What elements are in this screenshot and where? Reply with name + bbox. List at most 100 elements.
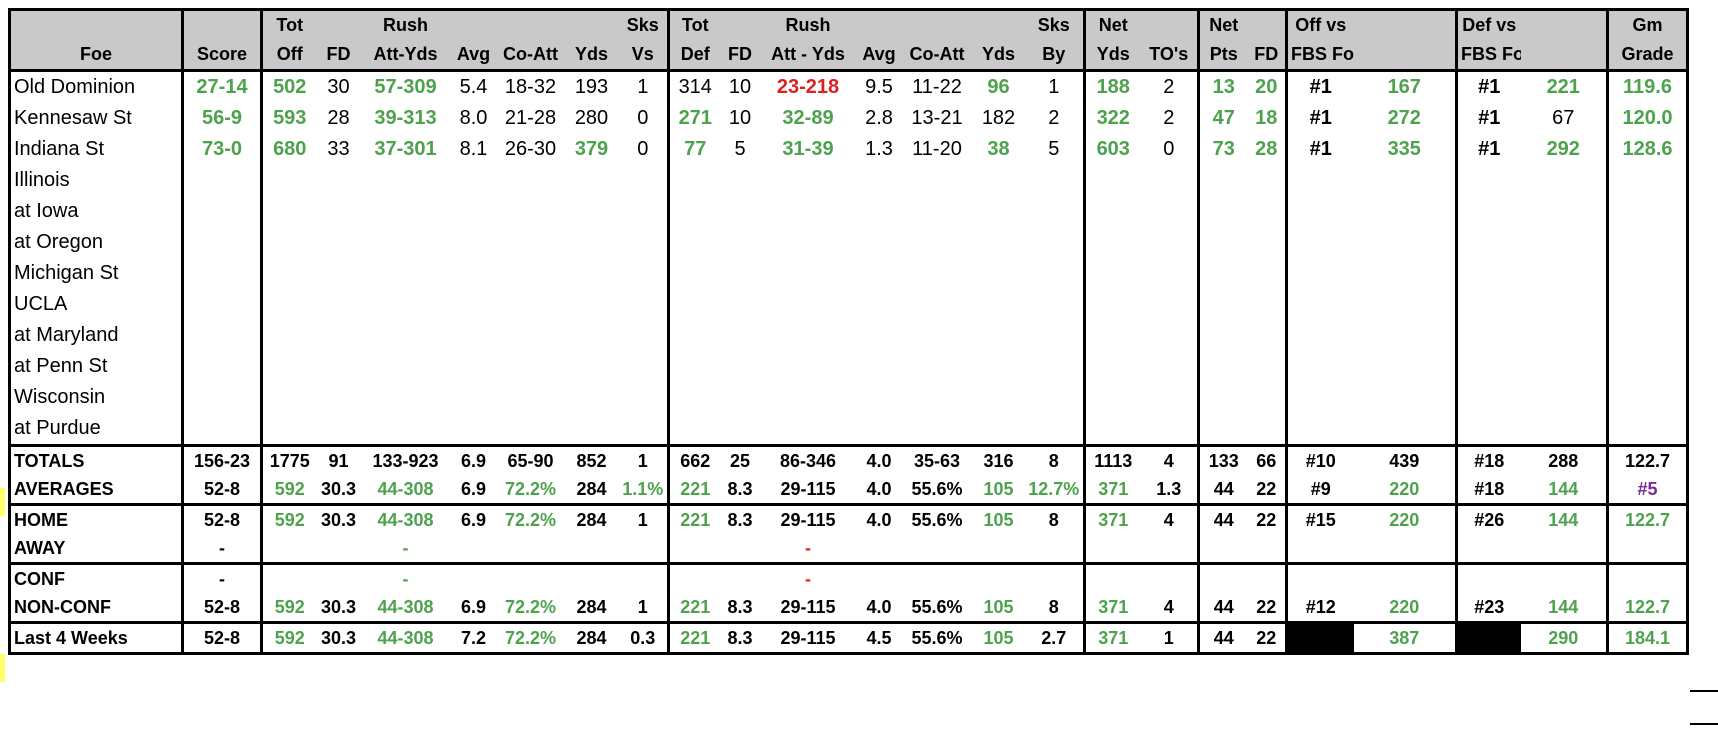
stat-cell: 1.3 [865,138,893,160]
summary-cell: 22 [1247,503,1288,534]
stat-cell [361,413,451,446]
stat-cell [317,165,361,196]
stat-cell [1607,196,1689,227]
header-row-1: Tot Rush Sks Tot Rush Sks Net Net Off vs Def vs Gm [9,8,1689,40]
stat-cell [857,351,902,382]
stat-cell: 21-28 [504,107,557,129]
table-row: at Oregon [9,227,1689,258]
summary-cell: 91 [316,444,361,475]
summary-cell [1140,562,1200,593]
header-cell [496,8,565,40]
stat-cell: 379 [574,138,609,160]
stat-cell [902,227,973,258]
stat-cell [1140,227,1200,258]
stat-cell [1607,413,1689,446]
summary-cell [618,562,670,593]
summary-cell: 221 [668,503,721,534]
stat-cell [902,258,973,289]
summary-cell [497,534,565,564]
stat-cell [262,413,317,446]
stat-cell: 18 [1247,103,1288,134]
summary-cell [1457,534,1521,564]
stat-cell [1199,227,1248,258]
stat-cell [361,196,451,227]
stat-cell: 32-89 [782,107,834,129]
summary-cell [857,534,902,564]
stat-cell: 603 [1096,138,1130,160]
summary-cell: 288 [1520,444,1609,475]
stat-cell [618,320,670,351]
stat-cell [1353,382,1458,413]
stat-cell [902,320,973,351]
stat-cell [1287,413,1354,446]
stat-cell [497,165,565,196]
stat-cell [1024,196,1086,227]
summary-cell: 662 [668,444,721,475]
summary-cell [902,534,973,564]
header-cell [182,8,263,40]
summary-group: Last 4 Weeks 52-8 592 30.3 44-308 7.2 72.2% 284… [9,621,1689,654]
summary-cell: 72.2% [496,621,565,654]
stat-cell [262,351,317,382]
stat-cell: 56-9 [182,103,263,134]
summary-cell [1247,562,1288,593]
stat-cell [262,320,317,351]
header-cell [450,8,497,40]
stat-cell [262,382,317,413]
stat-cell [1140,196,1200,227]
summary-cell: 592 [261,503,317,534]
summary-cell [564,562,619,593]
stat-cell: 680 [273,138,307,160]
summary-cell [1520,534,1609,564]
summary-cell [1024,562,1086,593]
summary-cell: 8.3 [720,503,760,534]
stat-cell [1457,196,1521,227]
summary-row: NON-CONF 52-8 592 30.3 44-308 6.9 72.2% 284 1 221… [9,593,1689,623]
summary-cell: 44-308 [377,478,434,499]
stat-cell [1199,165,1248,196]
summary-cell: 44 [1213,596,1234,617]
summary-cell [496,562,565,593]
stat-cell [902,165,973,196]
stat-cell [262,196,317,227]
stat-cell [857,227,902,258]
header-cell [1353,8,1458,40]
stat-cell [1199,258,1248,289]
summary-cell: 30.3 [316,503,361,534]
header-cell: Score [182,40,263,72]
summary-cell: 30.3 [316,621,361,654]
stat-cell [618,165,670,196]
header-cell: Co-Att [496,40,565,72]
stat-cell [1085,196,1141,227]
summary-cell: #15 [1286,503,1354,534]
table-row: at Maryland [9,320,1689,351]
stat-cell [760,320,857,351]
stat-cell [565,351,619,382]
stat-cell [1457,165,1521,196]
stat-cell [973,289,1025,320]
stat-cell [1085,289,1141,320]
stat-cell [451,258,497,289]
stat-cell [669,227,721,258]
game-rows: Old Dominion 27-14 502 30 57-309 5.4 18-32 193 1… [9,70,1689,446]
stat-cell [760,413,857,446]
stat-cell [317,289,361,320]
stat-cell: 128.6 [1607,134,1689,165]
summary-cell [1199,534,1248,564]
summary-cell: 44 [1198,621,1248,654]
stat-cell: 30 [327,76,350,98]
summary-cell: 65-90 [496,444,565,475]
header-cell: Yds [564,40,619,72]
summary-cell: 1.1% [618,475,670,505]
summary-cell: 7.2 [450,621,497,654]
stat-cell [618,413,670,446]
stat-cell [565,382,619,413]
summary-cell: 105 [983,478,1014,499]
summary-row: TOTALS 156-23 1775 91 133-923 6.9 65-90 852 1 662… [9,444,1689,475]
summary-cell: 220 [1353,593,1458,623]
stat-cell: 193 [574,76,609,98]
table-row: at Purdue [9,413,1689,446]
summary-cell: 133-923 [360,444,451,475]
stat-cell [760,382,857,413]
summary-row: Last 4 Weeks 52-8 592 30.3 44-308 7.2 72.2% 284… [9,621,1689,654]
